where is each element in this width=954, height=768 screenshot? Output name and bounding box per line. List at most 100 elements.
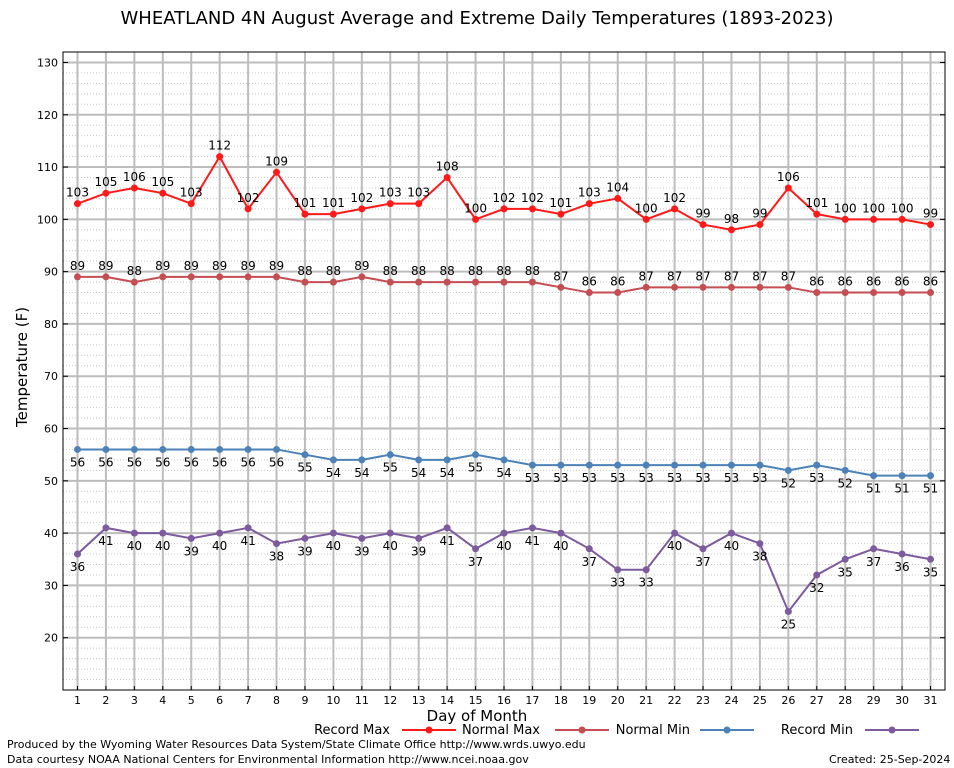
x-tick-label: 27 <box>810 694 824 707</box>
data-label: 103 <box>180 186 203 200</box>
y-tick-label: 80 <box>44 318 58 331</box>
data-point <box>927 221 934 229</box>
data-point <box>329 278 337 286</box>
legend-swatch-marker <box>723 726 731 734</box>
data-label: 87 <box>724 269 739 283</box>
data-point <box>642 283 650 291</box>
data-point <box>500 278 508 286</box>
data-label: 40 <box>155 539 170 553</box>
data-point <box>614 194 622 202</box>
data-point <box>500 529 508 537</box>
created-date: Created: 25-Sep-2024 <box>829 753 951 766</box>
data-point <box>415 456 423 464</box>
data-label: 56 <box>127 455 142 469</box>
data-point <box>756 283 764 291</box>
x-tick-label: 10 <box>326 694 340 707</box>
data-label: 41 <box>240 534 255 548</box>
data-label: 88 <box>383 264 398 278</box>
data-point <box>187 273 195 281</box>
data-point <box>273 445 281 453</box>
data-point <box>358 456 366 464</box>
data-label: 53 <box>667 471 682 485</box>
data-courtesy-credit: Data courtesy NOAA National Centers for … <box>7 753 529 766</box>
data-label: 38 <box>752 550 767 564</box>
data-point <box>74 273 81 281</box>
data-label: 88 <box>326 264 341 278</box>
data-point <box>159 189 167 197</box>
data-label: 55 <box>297 461 312 475</box>
data-point <box>386 451 394 459</box>
x-tick-label: 15 <box>469 694 483 707</box>
data-label: 40 <box>383 539 398 553</box>
data-point <box>500 205 508 213</box>
data-label: 87 <box>667 269 682 283</box>
data-point <box>870 545 878 553</box>
data-point <box>585 545 593 553</box>
data-label: 86 <box>610 275 625 289</box>
data-label: 41 <box>439 534 454 548</box>
data-point <box>130 445 138 453</box>
data-label: 39 <box>297 544 312 558</box>
data-label: 89 <box>70 259 85 273</box>
data-label: 37 <box>468 555 483 569</box>
chart-title: WHEATLAND 4N August Average and Extreme … <box>120 8 834 29</box>
data-label: 40 <box>127 539 142 553</box>
data-point <box>273 168 281 176</box>
x-tick-label: 14 <box>440 694 454 707</box>
data-point <box>756 221 764 229</box>
y-tick-label: 60 <box>44 423 58 436</box>
data-label: 37 <box>582 555 597 569</box>
data-point <box>74 550 81 558</box>
data-point <box>102 445 110 453</box>
x-tick-label: 8 <box>273 694 280 707</box>
data-point <box>642 566 650 574</box>
data-point <box>472 451 480 459</box>
data-label: 54 <box>354 466 369 480</box>
data-label: 100 <box>891 201 914 215</box>
legend-label: Record Min <box>781 723 853 738</box>
x-tick-label: 12 <box>383 694 397 707</box>
legend-label: Normal Max <box>462 723 540 738</box>
data-point <box>784 283 792 291</box>
data-point <box>386 529 394 537</box>
data-label: 56 <box>70 455 85 469</box>
data-label: 86 <box>809 275 824 289</box>
data-label: 33 <box>610 576 625 590</box>
y-tick-label: 100 <box>37 213 58 226</box>
data-label: 36 <box>894 560 909 574</box>
data-label: 89 <box>269 259 284 273</box>
legend-label: Normal Min <box>616 723 690 738</box>
data-point <box>699 461 707 469</box>
data-point <box>187 445 195 453</box>
data-label: 53 <box>525 471 540 485</box>
data-label: 86 <box>923 275 938 289</box>
data-point <box>898 215 906 223</box>
data-point <box>870 472 878 480</box>
data-point <box>500 456 508 464</box>
data-label: 100 <box>635 201 658 215</box>
data-point <box>130 184 138 192</box>
data-label: 40 <box>667 539 682 553</box>
data-point <box>216 529 224 537</box>
data-label: 88 <box>525 264 540 278</box>
data-label: 40 <box>553 539 568 553</box>
x-tick-label: 5 <box>188 694 195 707</box>
data-point <box>329 529 337 537</box>
y-tick-label: 70 <box>44 370 58 383</box>
data-label: 89 <box>212 259 227 273</box>
data-point <box>585 289 593 297</box>
x-tick-label: 19 <box>582 694 596 707</box>
producer-credit: Produced by the Wyoming Water Resources … <box>7 738 586 751</box>
data-label: 40 <box>724 539 739 553</box>
x-tick-label: 7 <box>245 694 252 707</box>
data-point <box>528 524 536 532</box>
data-point <box>472 545 480 553</box>
data-label: 56 <box>269 455 284 469</box>
data-point <box>443 456 451 464</box>
y-tick-label: 120 <box>37 109 58 122</box>
legend-label: Record Max <box>314 723 390 738</box>
data-label: 106 <box>123 170 146 184</box>
data-point <box>898 550 906 558</box>
